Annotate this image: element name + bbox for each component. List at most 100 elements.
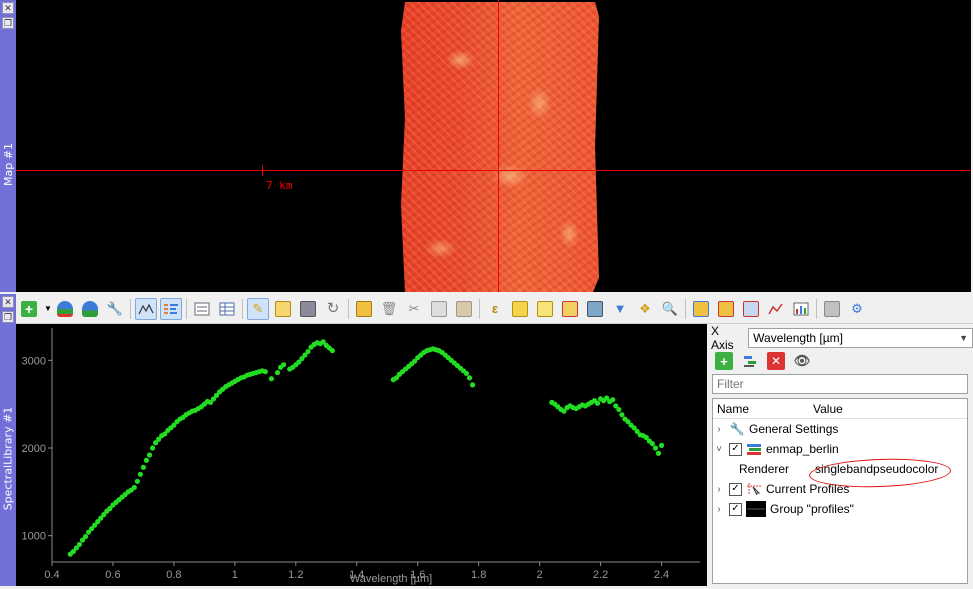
spectral-library-dock: ✕ ❐ SpectralLibrary #1 + ▼ 🔧 ✎ ↻ 🗑 ✂ ε ▼… xyxy=(0,294,973,586)
remove-attribute-icon[interactable] xyxy=(715,298,737,320)
current-profiles-checkbox[interactable]: ✓ xyxy=(729,482,742,496)
xaxis-unit-value: Wavelength [µm] xyxy=(753,331,844,345)
deselect-icon[interactable] xyxy=(559,298,581,320)
spectrum-point xyxy=(594,400,601,406)
table-view-icon[interactable] xyxy=(216,298,238,320)
x-tick-label: 1 xyxy=(232,569,238,581)
spectrum-point xyxy=(466,375,473,381)
expand-arrow-icon[interactable]: › xyxy=(717,503,721,515)
cut-icon[interactable]: ✂ xyxy=(408,301,420,316)
edit-pencil-icon[interactable]: ✎ xyxy=(247,297,269,320)
tree-row-enmap-berlin[interactable]: ˅ ✓ enmap_berlin xyxy=(713,439,967,459)
profile-list-icon[interactable] xyxy=(160,297,182,320)
dropdown-arrow-icon[interactable]: ▼ xyxy=(44,303,52,313)
map-dock: ✕ ❐ Map #1 7 km xyxy=(0,0,973,292)
delete-icon[interactable]: 🗑 xyxy=(380,301,398,316)
spectrum-point xyxy=(268,376,275,382)
spectral-plot-svg: 0.4 0.6 0.8 1 1.2 1.4 1.6 1.8 2 2.2 2.4 1000 2000 300… xyxy=(22,328,700,585)
spectrum-point xyxy=(92,522,98,528)
column-header-value[interactable]: Value xyxy=(813,401,843,416)
save-icon[interactable] xyxy=(297,298,319,320)
spectrum-point xyxy=(412,358,418,364)
edit-table-icon[interactable] xyxy=(272,298,294,320)
spectrum-point xyxy=(320,339,326,345)
layer-style-icon xyxy=(746,442,762,456)
inspect-icon[interactable]: ⚙ xyxy=(851,301,863,316)
select-all-icon[interactable] xyxy=(534,298,556,320)
spectrum-point xyxy=(658,442,665,448)
dock-close-icon[interactable]: ✕ xyxy=(2,296,14,308)
dock-float-icon[interactable]: ❐ xyxy=(2,311,14,323)
spectral-dock-title: SpectralLibrary #1 xyxy=(1,406,15,510)
spectrum-point xyxy=(393,375,399,381)
tree-filter-input[interactable] xyxy=(712,374,968,394)
add-attribute-icon[interactable] xyxy=(690,298,712,320)
tree-row-renderer[interactable]: Renderer singlebandpseudocolor xyxy=(713,456,967,490)
spectrum-point xyxy=(82,533,89,540)
layer-properties-button[interactable] xyxy=(741,352,759,370)
spectrum-point xyxy=(469,382,476,388)
spectrum-point xyxy=(296,359,302,365)
filter-icon[interactable]: ▼ xyxy=(613,301,627,316)
group-profiles-checkbox[interactable]: ✓ xyxy=(729,502,742,516)
spectrum-point xyxy=(149,445,156,451)
field-calc-icon[interactable] xyxy=(509,298,531,320)
spectrum-point xyxy=(207,399,214,405)
spectrum-point xyxy=(274,369,281,376)
spectrum-point xyxy=(262,369,268,375)
visibility-eye-icon[interactable]: 👁 xyxy=(793,353,811,368)
renderer-value[interactable]: singlebandpseudocolor xyxy=(815,462,939,476)
tree-header: Name Value xyxy=(713,399,967,419)
map-canvas[interactable]: 7 km xyxy=(16,0,971,292)
expand-arrow-icon[interactable]: › xyxy=(717,483,721,495)
collapse-arrow-icon[interactable]: ˅ xyxy=(716,443,722,455)
spectrum-point xyxy=(171,422,177,428)
tree-row-current-profiles[interactable]: › ✓ Current Profiles xyxy=(713,479,967,499)
paste-icon[interactable] xyxy=(453,298,475,320)
spectrum-point xyxy=(79,537,86,543)
profile-settings-panel: X Axis Wavelength [µm] ▼ + ✕ 👁 Name Valu… xyxy=(707,324,973,586)
spectral-dock-titlebar[interactable]: ✕ ❐ SpectralLibrary #1 xyxy=(0,294,16,586)
spectrum-point xyxy=(140,464,147,470)
add-feature-icon[interactable] xyxy=(353,298,375,320)
spectral-plot[interactable]: 0.4 0.6 0.8 1 1.2 1.4 1.6 1.8 2 2.2 2.4 1000 2000 300… xyxy=(16,324,707,586)
tree-row-general-settings[interactable]: › 🔧 General Settings xyxy=(713,419,967,439)
layer-checkbox[interactable]: ✓ xyxy=(729,442,742,456)
spectrum-point xyxy=(210,396,217,402)
x-tick-label: 1.4 xyxy=(349,569,364,581)
x-tick-label: 1.6 xyxy=(410,569,425,581)
expression-icon[interactable]: ε xyxy=(491,301,499,316)
reload-icon[interactable]: ↻ xyxy=(326,300,340,317)
tree-row-group-profiles[interactable]: › ✓ Group "profiles" xyxy=(713,499,967,519)
x-tick-label: 0.6 xyxy=(105,569,120,581)
map-dock-titlebar[interactable]: ✕ ❐ Map #1 xyxy=(0,0,16,292)
profile-curve-icon[interactable] xyxy=(135,297,157,320)
form-view-icon[interactable] xyxy=(191,298,213,320)
database-icon[interactable] xyxy=(79,298,101,320)
settings-tree: Name Value › 🔧 General Settings ˅ ✓ enma… xyxy=(712,398,968,584)
copy-icon[interactable] xyxy=(428,298,450,320)
select-by-icon[interactable]: ❖ xyxy=(639,301,651,316)
column-header-name[interactable]: Name xyxy=(717,401,750,416)
dock-float-icon[interactable]: ❐ xyxy=(2,17,14,29)
spectrum-point xyxy=(610,397,616,403)
attribute-editor-icon[interactable] xyxy=(740,298,762,320)
settings-wrench-icon[interactable]: 🔧 xyxy=(106,301,124,316)
add-profile-icon[interactable]: + xyxy=(18,298,40,320)
statistics-icon[interactable] xyxy=(790,298,812,320)
xaxis-unit-combobox[interactable]: Wavelength [µm] ▼ xyxy=(748,328,973,348)
dock-close-icon[interactable]: ✕ xyxy=(2,2,14,14)
spectrum-point xyxy=(162,431,168,437)
zoom-icon[interactable]: 🔍 xyxy=(661,301,679,316)
add-visualization-button[interactable]: + xyxy=(715,352,733,370)
spectrum-point xyxy=(643,434,649,441)
move-top-icon[interactable] xyxy=(584,298,606,320)
expand-arrow-icon[interactable]: › xyxy=(717,423,721,435)
spectrum-point xyxy=(73,545,79,551)
spectral-processing-icon[interactable] xyxy=(765,298,787,320)
x-tick-label: 1.8 xyxy=(471,569,486,581)
add-database-icon[interactable] xyxy=(54,298,76,320)
remove-visualization-button[interactable]: ✕ xyxy=(767,352,785,370)
spectrum-point xyxy=(137,471,143,477)
export-icon[interactable] xyxy=(821,298,843,320)
